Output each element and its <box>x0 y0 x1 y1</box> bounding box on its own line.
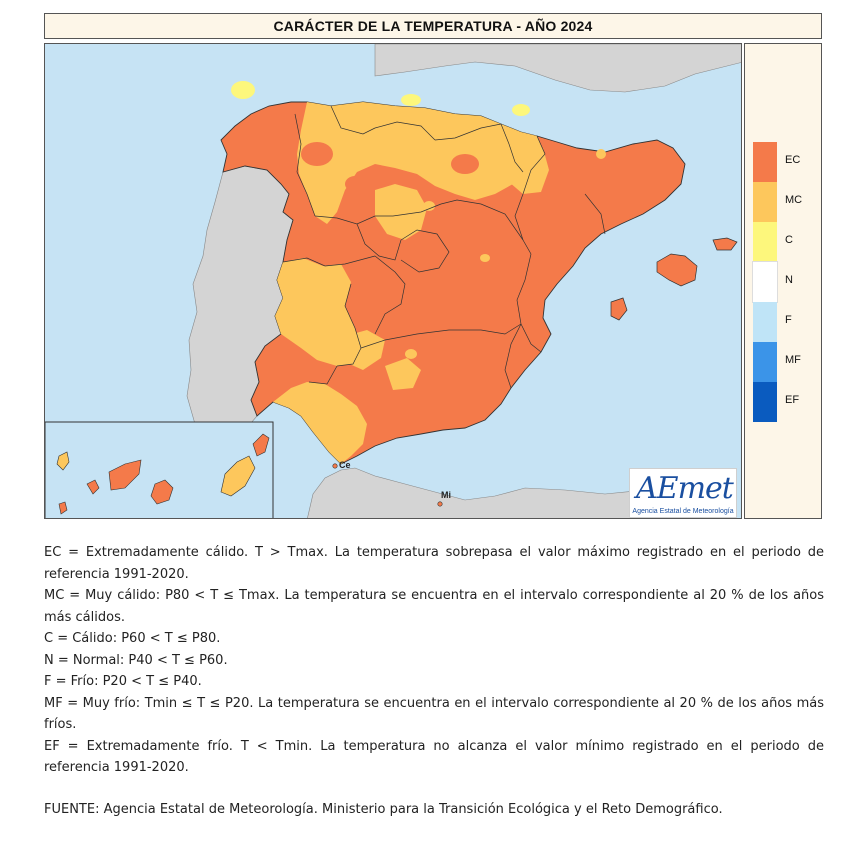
mc-spot-4 <box>480 254 490 262</box>
legend-item-ef: EF <box>753 382 813 422</box>
legend-item-mc: MC <box>753 182 813 222</box>
mc-zone-west <box>275 258 361 366</box>
legend-item-f: F <box>753 302 813 342</box>
legend-label: MC <box>785 194 803 206</box>
legend-swatch <box>753 342 777 382</box>
legend-label: C <box>785 234 793 246</box>
map-svg <box>45 44 741 518</box>
note-c: C = Cálido: P60 < T ≤ P80. <box>44 631 221 646</box>
note-mf: MF = Muy frío: Tmin ≤ T ≤ P20. La temper… <box>44 695 824 733</box>
aemet-logo-subtitle: Agencia Estatal de Meteorología <box>632 508 734 515</box>
note-f: F = Frío: P20 < T ≤ P40. <box>44 674 202 689</box>
mc-spot-3 <box>405 349 417 359</box>
melilla-marker <box>437 501 443 507</box>
ceuta-marker <box>332 463 338 469</box>
legend-item-c: C <box>753 222 813 262</box>
legend-swatch <box>753 142 777 182</box>
canary-islands <box>56 433 270 515</box>
ibiza <box>610 297 628 321</box>
menorca <box>712 237 738 251</box>
note-mc: MC = Muy cálido: P80 < T ≤ Tmax. La temp… <box>44 588 824 625</box>
map-title: CARÁCTER DE LA TEMPERATURA - AÑO 2024 <box>44 13 822 39</box>
c-zone-pyrenees <box>512 104 530 116</box>
legend-label: MF <box>785 354 801 366</box>
legend-swatch <box>752 261 778 303</box>
mc-zone-north <box>297 102 545 224</box>
mc-spot-1 <box>423 201 435 211</box>
legend-label: F <box>785 314 792 326</box>
mallorca <box>656 253 698 287</box>
ec-spot-3 <box>451 154 479 174</box>
legend-notes: EC = Extremadamente cálido. T > Tmax. La… <box>44 542 824 820</box>
mc-zone-southwest <box>273 382 367 464</box>
note-n: N = Normal: P40 < T ≤ P60. <box>44 652 228 668</box>
mc-spot-2 <box>596 149 606 159</box>
c-zone-galicia <box>231 81 255 99</box>
mc-zone-south-central <box>385 358 421 390</box>
legend-swatch <box>753 302 777 342</box>
map-panel: Ce Mi AEmet Agencia Estatal de Meteorolo… <box>44 43 742 519</box>
legend-swatch <box>753 182 777 222</box>
mc-zone-ebro <box>501 140 549 194</box>
region-borders <box>282 105 606 389</box>
legend-item-ec: EC <box>753 142 813 182</box>
note-ef: EF = Extremadamente frío. T < Tmin. La t… <box>44 738 824 776</box>
mc-zone-central <box>375 184 427 240</box>
france-land <box>374 44 741 93</box>
c-zone-cantabria <box>401 94 421 106</box>
ceuta-label: Ce <box>339 460 351 470</box>
note-ec: EC = Extremadamente cálido. T > Tmax. La… <box>44 545 824 582</box>
aemet-logo-text: AEmet <box>636 471 734 506</box>
legend-label: N <box>785 274 793 286</box>
legend-panel: EC MC C N F MF EF <box>744 43 822 519</box>
ec-spot-1 <box>301 142 333 166</box>
ec-spot-2 <box>345 176 365 192</box>
legend-swatch <box>753 222 777 262</box>
legend-label: EF <box>785 394 800 406</box>
melilla-label: Mi <box>441 490 451 500</box>
source-note: FUENTE: Agencia Estatal de Meteorología.… <box>44 801 723 817</box>
legend-item-mf: MF <box>753 342 813 382</box>
legend-label: EC <box>785 154 801 166</box>
legend-item-n: N <box>752 261 813 303</box>
aemet-logo: AEmet Agencia Estatal de Meteorología <box>629 468 737 518</box>
legend-swatch <box>753 382 777 422</box>
